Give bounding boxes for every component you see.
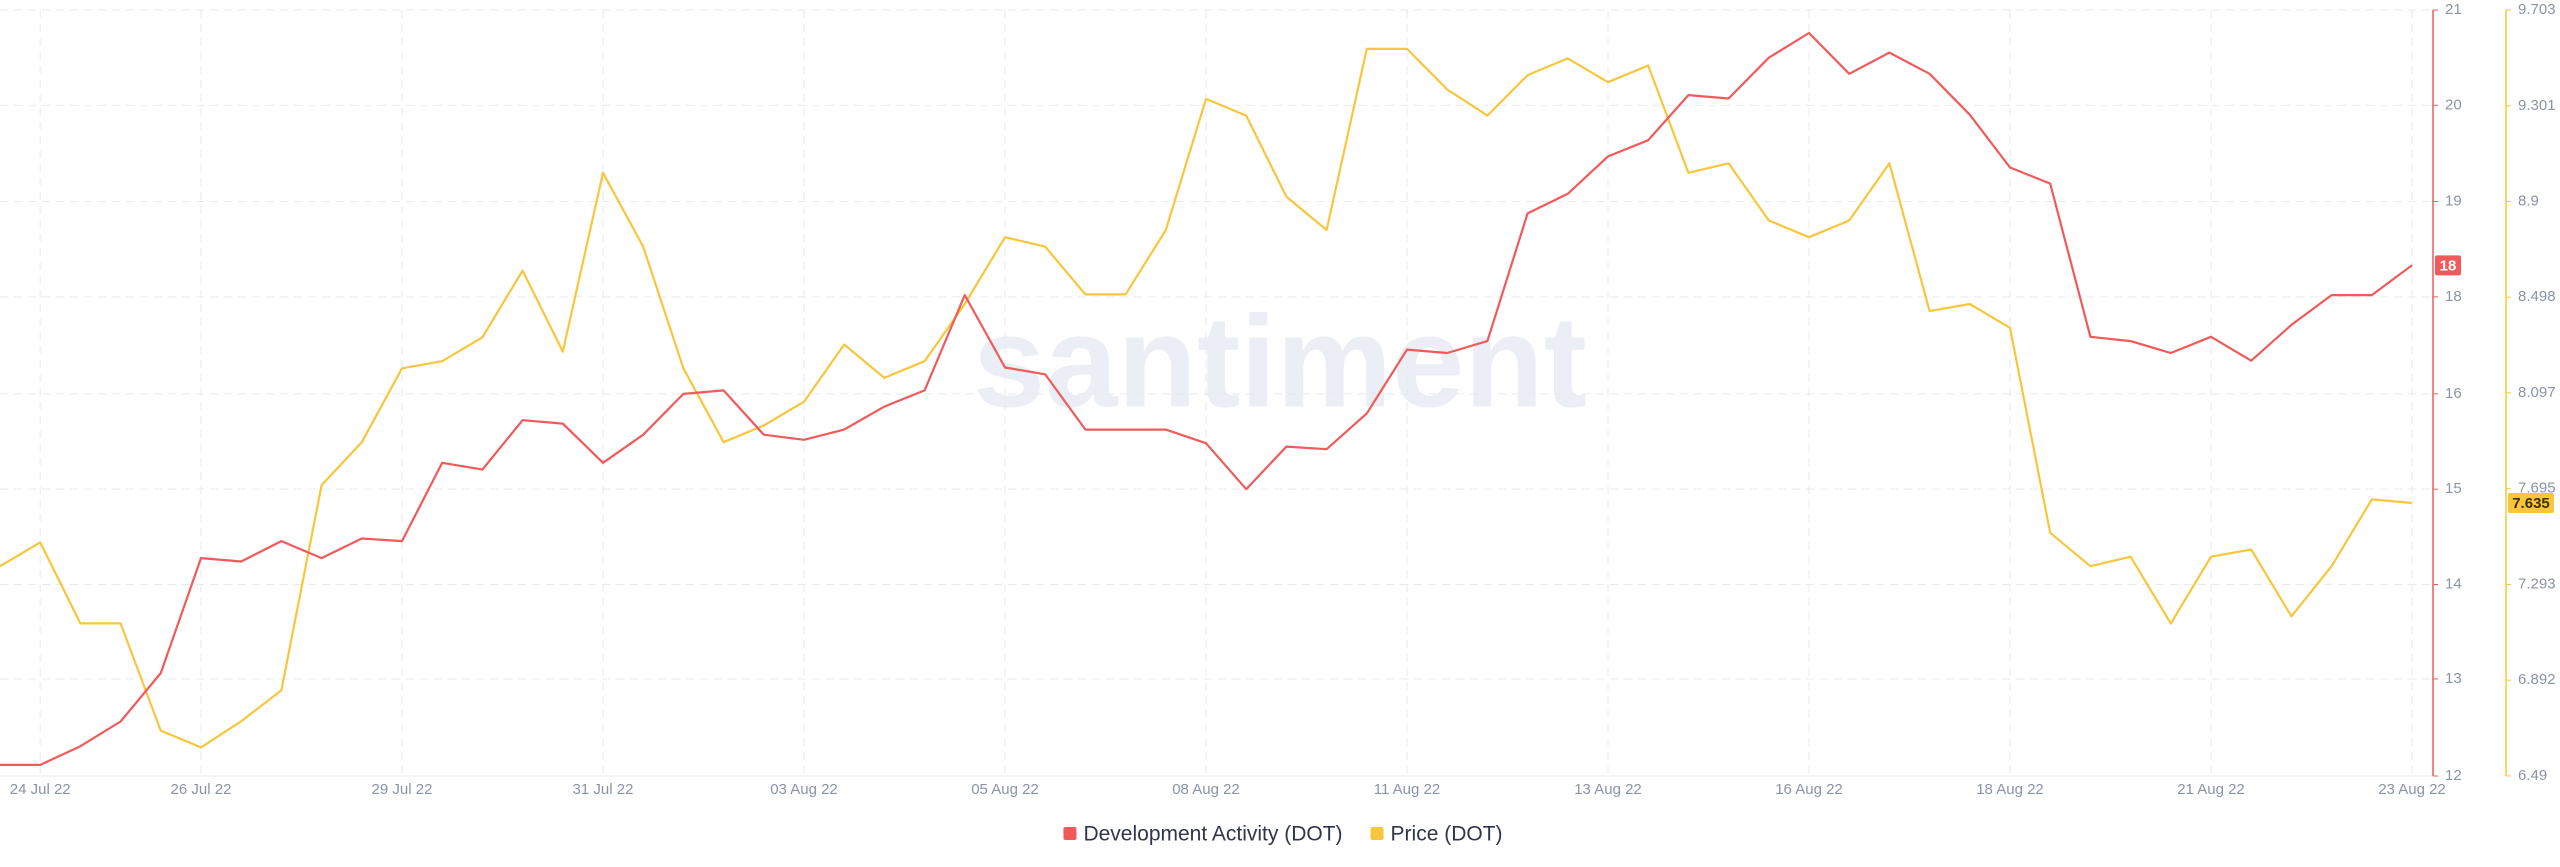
y2-tick-label: 8.498 xyxy=(2518,288,2556,305)
series-line xyxy=(0,31,2413,766)
value-badge xyxy=(2508,493,2554,514)
x-tick-label: 08 Aug 22 xyxy=(1172,781,1240,798)
y2-tick-label: 9.301 xyxy=(2518,97,2556,114)
value-badge-label: 7.635 xyxy=(2512,495,2550,512)
legend-label: Price (DOT) xyxy=(1391,823,1503,846)
watermark: santiment xyxy=(973,288,1587,434)
y-tick-label: 20 xyxy=(2445,96,2462,113)
x-tick-label: 24 Jul 22 xyxy=(10,781,71,798)
legend-swatch xyxy=(1063,827,1077,840)
legend-label: Development Activity (DOT) xyxy=(1083,823,1342,846)
y2-tick-label: 9.703 xyxy=(2518,1,2556,18)
x-tick-label: 05 Aug 22 xyxy=(971,781,1039,798)
series-line xyxy=(0,47,2413,749)
x-tick-label: 26 Jul 22 xyxy=(171,781,232,798)
y-tick-label: 16 xyxy=(2445,385,2462,402)
y-tick-label: 19 xyxy=(2445,192,2462,209)
x-tick-label: 16 Aug 22 xyxy=(1775,781,1843,798)
x-tick-label: 21 Aug 22 xyxy=(2177,781,2245,798)
x-tick-label: 31 Jul 22 xyxy=(573,781,634,798)
x-tick-label: 23 Aug 22 xyxy=(2378,781,2446,798)
x-tick-label: 29 Jul 22 xyxy=(372,781,433,798)
y-tick-label: 12 xyxy=(2445,767,2462,784)
y2-tick-label: 8.9 xyxy=(2518,192,2539,209)
legend: Development Activity (DOT) Price (DOT) xyxy=(1063,823,1503,846)
x-tick-label: 11 Aug 22 xyxy=(1374,781,1440,798)
y-tick-label: 14 xyxy=(2445,575,2462,592)
y2-tick-label: 6.892 xyxy=(2518,671,2556,688)
y2-tick-label: 6.49 xyxy=(2518,767,2547,784)
y2-tick-label: 8.097 xyxy=(2518,384,2556,401)
value-badge-label: 18 xyxy=(2440,257,2457,274)
value-badge xyxy=(2435,255,2461,276)
x-tick-label: 13 Aug 22 xyxy=(1574,781,1642,798)
y-tick-label: 15 xyxy=(2445,480,2462,497)
x-tick-label: 18 Aug 22 xyxy=(1976,781,2044,798)
y-tick-label: 18 xyxy=(2445,288,2462,305)
y2-tick-label: 7.293 xyxy=(2518,576,2556,593)
y-tick-label: 13 xyxy=(2445,670,2462,687)
legend-swatch xyxy=(1370,827,1384,840)
y2-tick-label: 7.695 xyxy=(2518,480,2556,497)
x-tick-label: 03 Aug 22 xyxy=(770,781,838,798)
y-tick-label: 21 xyxy=(2445,1,2462,18)
